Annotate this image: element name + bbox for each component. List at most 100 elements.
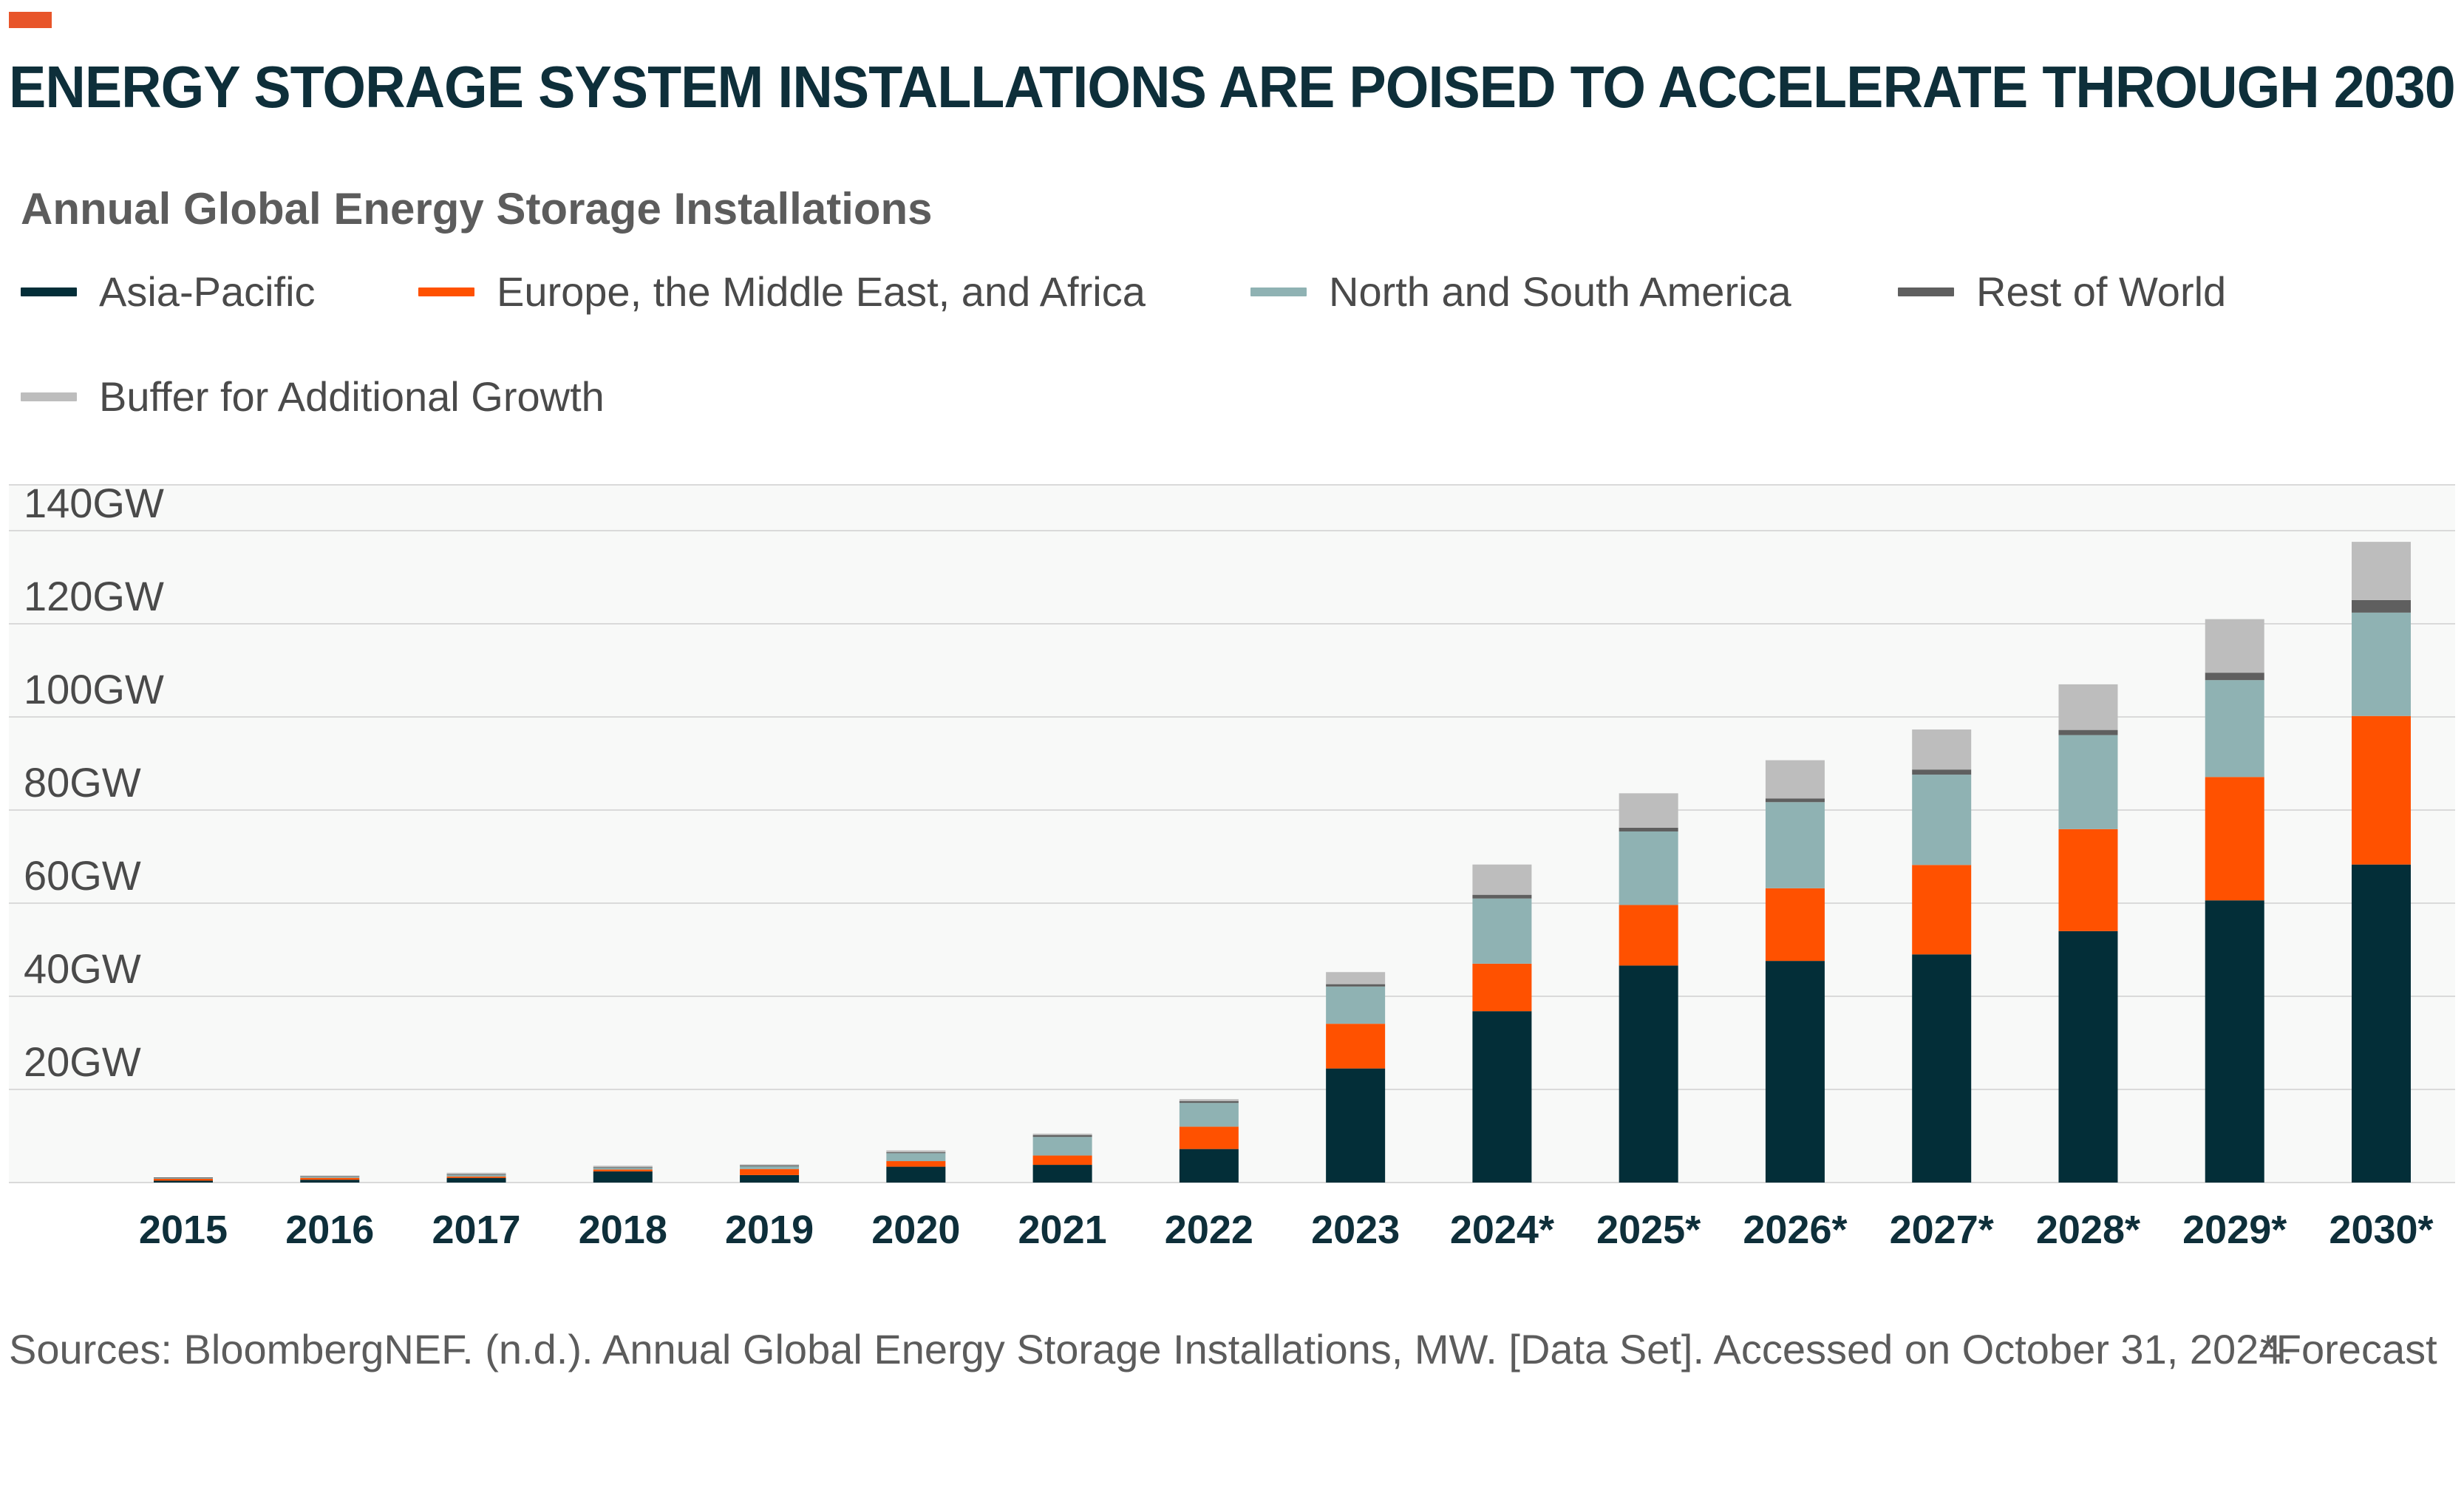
- bar-segment: [740, 1166, 800, 1169]
- bar-segment: [300, 1177, 360, 1180]
- bar-segment: [2205, 673, 2264, 681]
- bar-segment: [1619, 965, 1678, 1183]
- bar-segment: [446, 1174, 506, 1177]
- x-tick-label: 2020: [871, 1208, 960, 1252]
- bar-segment: [300, 1176, 360, 1177]
- bar-segment: [593, 1166, 653, 1168]
- legend-item-asia-pacific: Asia-Pacific: [21, 268, 316, 316]
- x-tick-label: 2023: [1311, 1208, 1400, 1252]
- bar-segment: [740, 1174, 800, 1183]
- bar-segment: [1179, 1103, 1239, 1127]
- forecast-note: *Forecast: [2260, 1326, 2437, 1372]
- bar-segment: [2352, 864, 2411, 1183]
- bar-segment: [2058, 931, 2118, 1183]
- source-citation: Sources: BloombergNEF. (n.d.). Annual Gl…: [9, 1326, 2293, 1372]
- bar-segment: [1912, 769, 1972, 775]
- legend-swatch-rest-of-world: [1898, 287, 1954, 296]
- bar-segment: [446, 1177, 506, 1183]
- y-tick-label: 20GW: [24, 1038, 141, 1085]
- bar-segment: [1326, 984, 1386, 987]
- page-title: ENERGY STORAGE SYSTEM INSTALLATIONS ARE …: [9, 54, 2456, 120]
- bar-segment: [1032, 1134, 1092, 1137]
- legend-swatch-emea: [418, 287, 474, 296]
- legend-item-emea: Europe, the Middle East, and Africa: [418, 268, 1146, 316]
- bar-segment: [2058, 729, 2118, 735]
- bar-segment: [1765, 798, 1825, 803]
- bar-segment: [1765, 760, 1825, 799]
- bar-segment: [446, 1176, 506, 1178]
- bar-segment: [1326, 986, 1386, 1024]
- x-axis-tick-labels: 2015 2016 2017 2018 2019 2020 2021 2022 2023 2024…: [139, 1208, 2434, 1252]
- bar-segment: [154, 1178, 213, 1181]
- bar-segment: [1032, 1155, 1092, 1166]
- bar-segment: [1326, 1024, 1386, 1069]
- bar-segment: [300, 1176, 360, 1178]
- y-tick-label: 120GW: [24, 573, 164, 619]
- y-axis-tick-labels: 20GW 40GW 60GW 80GW 100GW 120GW 140GW: [24, 480, 164, 1085]
- bar-segment: [593, 1171, 653, 1183]
- bar-segment: [2352, 542, 2411, 600]
- bar-segment: [1912, 729, 1972, 770]
- bar-segment: [1326, 972, 1386, 984]
- bar-segment: [593, 1169, 653, 1171]
- legend-label: Rest of World: [1976, 268, 2227, 315]
- bar-segment: [446, 1174, 506, 1175]
- x-tick-label: 2016: [285, 1208, 374, 1252]
- x-tick-label: 2029*: [2182, 1208, 2287, 1252]
- x-tick-label: 2015: [139, 1208, 228, 1252]
- bar-segment: [2352, 612, 2411, 716]
- bars: [154, 542, 2411, 1183]
- gridlines: [9, 484, 2455, 1183]
- bar-segment: [1472, 1011, 1532, 1183]
- bar-segment: [1912, 954, 1972, 1183]
- legend-label: North and South America: [1329, 268, 1791, 315]
- x-tick-label: 2024*: [1450, 1208, 1554, 1252]
- y-tick-label: 60GW: [24, 852, 141, 899]
- y-tick-label: 80GW: [24, 759, 141, 806]
- legend-label: Asia-Pacific: [99, 268, 316, 315]
- legend-swatch-buffer: [21, 392, 77, 401]
- bar-segment: [300, 1180, 360, 1183]
- bar-segment: [1765, 802, 1825, 888]
- bar-segment: [1179, 1126, 1239, 1149]
- accent-mark: [9, 12, 52, 28]
- bar-segment: [886, 1150, 946, 1153]
- bar-segment: [1179, 1099, 1239, 1101]
- y-tick-label: 100GW: [24, 666, 164, 712]
- legend-swatch-americas: [1250, 287, 1307, 296]
- bar-segment: [154, 1177, 213, 1179]
- bar-segment: [300, 1175, 360, 1177]
- bar-segment: [1912, 775, 1972, 865]
- chart-subtitle: Annual Global Energy Storage Installatio…: [21, 184, 933, 234]
- bar-segment: [1619, 793, 1678, 828]
- bar-segment: [2205, 619, 2264, 673]
- bar-segment: [446, 1172, 506, 1174]
- bar-segment: [1032, 1137, 1092, 1156]
- bar-segment: [1619, 905, 1678, 966]
- bar-segment: [886, 1153, 946, 1162]
- bar-segment: [2058, 684, 2118, 730]
- bar-segment: [1032, 1133, 1092, 1135]
- bar-segment: [2205, 680, 2264, 778]
- bar-segment: [1032, 1165, 1092, 1183]
- bar-segment: [1765, 888, 1825, 962]
- bar-segment: [2205, 900, 2264, 1183]
- bar-segment: [1472, 894, 1532, 899]
- bar-segment: [2205, 777, 2264, 901]
- bar-segment: [1179, 1101, 1239, 1103]
- bar-segment: [740, 1168, 800, 1175]
- bar-segment: [1472, 898, 1532, 964]
- bar-segment: [2058, 735, 2118, 829]
- bar-segment: [886, 1152, 946, 1154]
- x-tick-label: 2017: [432, 1208, 520, 1252]
- legend-item-rest-of-world: Rest of World: [1898, 268, 2226, 316]
- x-tick-label: 2018: [579, 1208, 667, 1252]
- x-tick-label: 2030*: [2329, 1208, 2433, 1252]
- legend-label: Europe, the Middle East, and Africa: [497, 268, 1146, 315]
- bar-segment: [2352, 715, 2411, 865]
- bar-segment: [1472, 864, 1532, 895]
- bar-segment: [2058, 829, 2118, 931]
- y-tick-label: 40GW: [24, 945, 141, 992]
- x-tick-label: 2028*: [2036, 1208, 2140, 1252]
